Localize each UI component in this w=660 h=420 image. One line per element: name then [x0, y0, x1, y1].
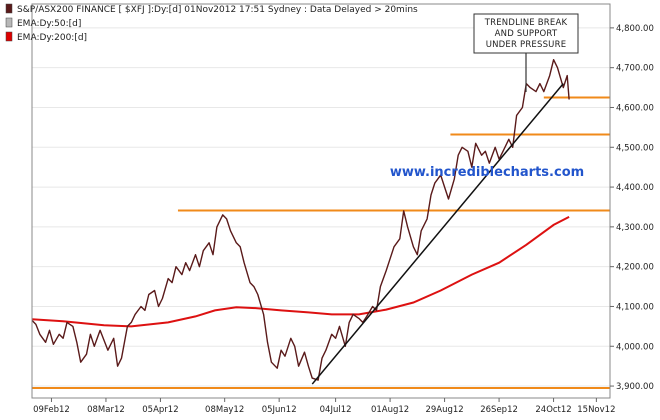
x-tick-label: 05Apr12 [142, 405, 178, 415]
trendline-layer [311, 83, 564, 385]
price-line [31, 59, 570, 381]
frame-layer [31, 3, 611, 399]
y-tick-label: 4,800.00 [616, 24, 654, 34]
x-tick-label: 08May12 [205, 405, 244, 415]
y-tick-label: 3,900.00 [616, 382, 654, 392]
plot-frame [31, 3, 611, 399]
ema-layer [31, 216, 570, 328]
y-tick-label: 4,600.00 [616, 103, 654, 113]
y-tick-label: 4,700.00 [616, 64, 654, 74]
x-tick-label: 26Sep12 [480, 405, 518, 415]
watermark-text: www.incrediblecharts.com [390, 165, 584, 180]
y-tick-label: 4,300.00 [616, 223, 654, 233]
legend-label: EMA:Dy:200:[d] [17, 33, 87, 43]
x-tick-label: 09Feb12 [33, 405, 70, 415]
y-tick-label: 4,000.00 [616, 342, 654, 352]
price-layer [31, 59, 570, 381]
legend-label: S&P/ASX200 FINANCE [ $XFJ ]:Dy:[d] 01Nov… [17, 5, 418, 15]
annotation-text: AND SUPPORT [495, 29, 558, 39]
legend: S&P/ASX200 FINANCE [ $XFJ ]:Dy:[d] 01Nov… [5, 3, 418, 43]
x-tick-label: 01Aug12 [371, 405, 409, 415]
legend-swatch [5, 17, 13, 28]
annotation-text: UNDER PRESSURE [486, 40, 567, 50]
legend-swatch [5, 31, 13, 42]
y-axis: 3,900.00 4,000.00 4,100.00 4,200.00 4,300.00… [610, 24, 654, 392]
annotation-text: TRENDLINE BREAK [484, 18, 568, 28]
legend-label: EMA:Dy:50:[d] [17, 19, 81, 29]
x-tick-label: 05Jun12 [262, 405, 297, 415]
x-axis: 09Feb12 08Mar12 05Apr12 08May12 05Jun12 04Jul… [33, 398, 615, 415]
support-lines-layer [32, 96, 610, 390]
x-tick-label: 29Aug12 [425, 405, 463, 415]
y-tick-label: 4,100.00 [616, 302, 654, 312]
legend-swatch [5, 3, 13, 14]
x-tick-label: 08Mar12 [87, 405, 125, 415]
annotation-box [473, 13, 579, 54]
y-tick-label: 4,400.00 [616, 183, 654, 193]
ema-200-line [31, 216, 570, 328]
grid-layer [32, 27, 610, 387]
x-tick-label: 04Jul12 [320, 405, 352, 415]
y-tick-label: 4,500.00 [616, 143, 654, 153]
y-tick-label: 4,200.00 [616, 263, 654, 273]
x-tick-label: 15Nov12 [577, 405, 615, 415]
x-tick-label: 24Oct12 [535, 405, 571, 415]
trendline [311, 83, 564, 385]
